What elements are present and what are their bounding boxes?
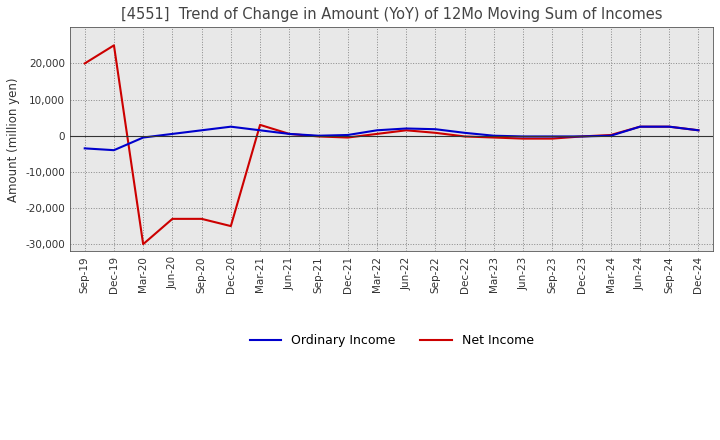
Net Income xyxy=(431,130,440,136)
Ordinary Income xyxy=(402,126,410,131)
Net Income xyxy=(402,128,410,133)
Net Income xyxy=(168,216,176,221)
Ordinary Income xyxy=(285,131,294,136)
Net Income xyxy=(665,124,673,129)
Ordinary Income xyxy=(519,134,528,139)
Net Income xyxy=(606,132,615,138)
Ordinary Income xyxy=(636,124,644,129)
Ordinary Income xyxy=(314,133,323,138)
Ordinary Income xyxy=(109,147,118,153)
Line: Ordinary Income: Ordinary Income xyxy=(85,127,698,150)
Net Income xyxy=(109,43,118,48)
Net Income xyxy=(139,242,148,247)
Net Income xyxy=(460,134,469,139)
Net Income xyxy=(519,136,528,141)
Net Income xyxy=(577,134,586,139)
Line: Net Income: Net Income xyxy=(85,45,698,244)
Net Income xyxy=(636,124,644,129)
Ordinary Income xyxy=(256,128,264,133)
Ordinary Income xyxy=(431,127,440,132)
Ordinary Income xyxy=(227,124,235,129)
Ordinary Income xyxy=(694,128,703,133)
Ordinary Income xyxy=(665,124,673,129)
Net Income xyxy=(256,122,264,128)
Net Income xyxy=(373,131,382,136)
Net Income xyxy=(197,216,206,221)
Title: [4551]  Trend of Change in Amount (YoY) of 12Mo Moving Sum of Incomes: [4551] Trend of Change in Amount (YoY) o… xyxy=(121,7,662,22)
Ordinary Income xyxy=(373,128,382,133)
Ordinary Income xyxy=(139,135,148,140)
Net Income xyxy=(285,131,294,136)
Ordinary Income xyxy=(81,146,89,151)
Net Income xyxy=(548,136,557,141)
Ordinary Income xyxy=(460,130,469,136)
Net Income xyxy=(694,128,703,133)
Net Income xyxy=(314,134,323,139)
Ordinary Income xyxy=(606,133,615,138)
Net Income xyxy=(343,135,352,140)
Ordinary Income xyxy=(490,133,498,138)
Legend: Ordinary Income, Net Income: Ordinary Income, Net Income xyxy=(245,330,539,352)
Y-axis label: Amount (million yen): Amount (million yen) xyxy=(7,77,20,202)
Net Income xyxy=(81,61,89,66)
Ordinary Income xyxy=(168,131,176,136)
Ordinary Income xyxy=(577,134,586,139)
Net Income xyxy=(490,135,498,140)
Ordinary Income xyxy=(343,132,352,138)
Ordinary Income xyxy=(548,134,557,139)
Ordinary Income xyxy=(197,128,206,133)
Net Income xyxy=(227,224,235,229)
